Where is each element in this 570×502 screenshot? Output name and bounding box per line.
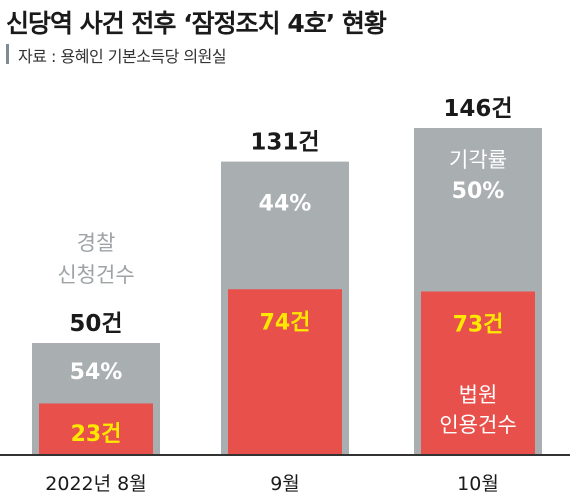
chart-title: 신당역 사건 전후 ‘잠정조치 4호’ 현황: [6, 9, 387, 38]
source-note: 자료 : 용혜인 기본소득당 의원실: [18, 47, 227, 66]
bar-accepted-2: [228, 289, 342, 455]
total-label-1: 50건: [69, 311, 122, 337]
police-label-line2: 신청건수: [57, 263, 134, 287]
x-tick-label-3: 10월: [457, 473, 499, 495]
bar-accepted-3: [421, 291, 535, 455]
court-label-line2: 인용건수: [439, 413, 516, 437]
total-label-2: 131건: [250, 130, 319, 156]
x-tick-label-1: 2022년 8월: [45, 473, 146, 495]
accepted-label-1: 23건: [71, 422, 122, 447]
reject-rate-annotation: 기각률: [449, 148, 507, 172]
accepted-label-3: 73건: [453, 313, 504, 338]
total-label-3: 146건: [443, 96, 512, 122]
x-tick-label-2: 9월: [270, 473, 300, 495]
accepted-label-2: 74건: [260, 310, 311, 335]
source-divider: [6, 44, 9, 64]
rate-label-1: 54%: [70, 360, 123, 385]
police-label-line1: 경찰: [77, 231, 116, 255]
court-label-line1: 법원: [459, 383, 498, 407]
rate-label-3: 50%: [452, 179, 505, 204]
bar-accepted-1: [39, 403, 153, 455]
rate-label-2: 44%: [259, 192, 312, 217]
